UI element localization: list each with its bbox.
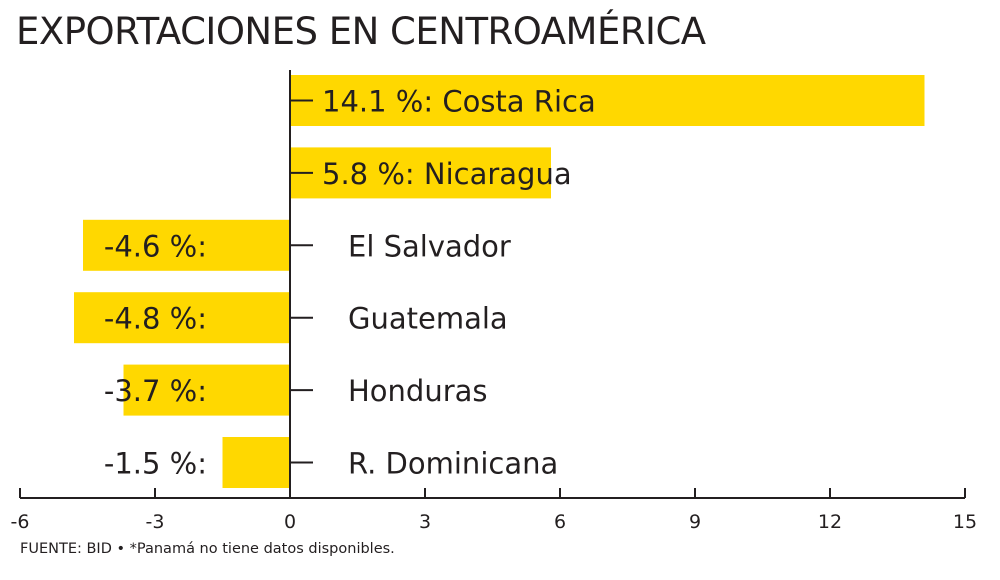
x-tick-label: 3: [419, 511, 431, 533]
category-label: El Salvador: [348, 229, 511, 263]
bar-nicaragua: [290, 147, 551, 199]
source-footnote: FUENTE: BID • *Panamá no tiene datos dis…: [20, 541, 395, 557]
value-category-label: 14.1 %: Costa Rica: [322, 85, 596, 119]
bar-r-dominicana: [222, 437, 290, 488]
category-label: Honduras: [348, 374, 488, 408]
chart-title: EXPORTACIONES EN CENTROAMÉRICA: [16, 10, 706, 53]
x-tick-label: -3: [146, 511, 165, 533]
bar-guatemala: [74, 292, 290, 344]
x-tick-label: 9: [689, 511, 701, 533]
value-label: -3.7 %:: [104, 374, 207, 408]
bar-costa-rica: [290, 75, 925, 126]
x-tick-label: 0: [284, 511, 296, 533]
bar-el-salvador: [83, 219, 290, 271]
bar-honduras: [123, 364, 290, 416]
value-label: -4.8 %:: [104, 302, 207, 336]
value-label: -1.5 %:: [104, 447, 207, 481]
x-tick-label: 6: [554, 511, 566, 533]
value-label: -4.6 %:: [104, 229, 207, 263]
x-tick-label: 12: [818, 511, 842, 533]
value-category-label: 5.8 %: Nicaragua: [322, 157, 572, 191]
category-label: R. Dominicana: [348, 447, 558, 481]
x-tick-label: 15: [953, 511, 977, 533]
x-tick-label: -6: [11, 511, 30, 533]
category-label: Guatemala: [348, 302, 508, 336]
